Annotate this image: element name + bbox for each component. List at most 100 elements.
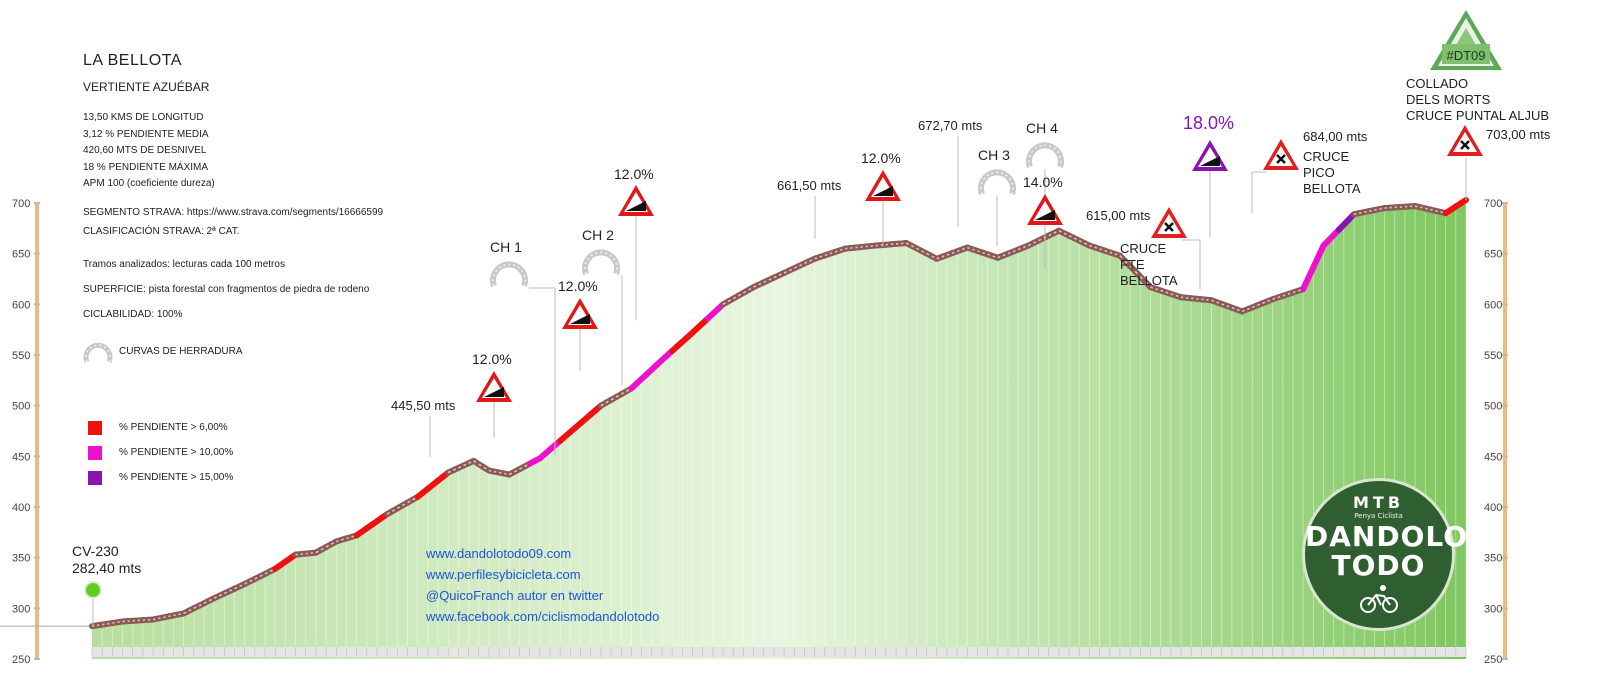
tick-label: 300 bbox=[1484, 603, 1502, 615]
grade-label: 18.0% bbox=[1183, 113, 1234, 133]
grade-warning-icon bbox=[1027, 194, 1063, 225]
annotation-markers bbox=[84, 125, 1483, 599]
tick-label: 700 bbox=[12, 198, 30, 210]
dt09-badge: #DT09 bbox=[1430, 10, 1502, 70]
link-perfiles[interactable]: www.perfilesybicicleta.com bbox=[426, 567, 581, 582]
junction-icon bbox=[1263, 139, 1299, 170]
strava-class: CLASIFICACIÓN STRAVA: 2ª CAT. bbox=[83, 225, 240, 237]
junction-label: BELLOTA bbox=[1303, 181, 1361, 196]
tick-mark bbox=[34, 252, 40, 255]
legend-swatch-pink bbox=[88, 445, 102, 460]
logo-line2: Penya Ciclista bbox=[1354, 512, 1403, 520]
junction-label: CRUCE bbox=[1303, 149, 1350, 164]
tramos-note: Tramos analizados: lecturas cada 100 met… bbox=[83, 258, 285, 270]
summit-label: COLLADO bbox=[1406, 76, 1468, 91]
link-facebook[interactable]: www.facebook.com/ciclismodandolotodo bbox=[426, 609, 660, 624]
tick-mark bbox=[34, 556, 40, 559]
strip-bg bbox=[92, 647, 1466, 657]
slope-icon bbox=[626, 201, 646, 211]
tick-label: 350 bbox=[1484, 553, 1502, 565]
tick-label: 350 bbox=[12, 553, 30, 565]
elevation-label: 661,50 mts bbox=[777, 178, 842, 193]
grade-warning-icon bbox=[1192, 140, 1228, 171]
hairpin-icon bbox=[582, 249, 620, 276]
club-logo: MTB Penya Ciclista DANDOLO TODO bbox=[1302, 478, 1467, 631]
grade-warning-icon bbox=[476, 371, 512, 402]
tick-label: 650 bbox=[12, 249, 30, 261]
hairpin-legend-label: CURVAS DE HERRADURA bbox=[119, 346, 243, 357]
hairpin-label: CH 1 bbox=[490, 239, 522, 255]
legend-item: % PENDIENTE > 15,00% bbox=[88, 465, 233, 490]
distance-strip bbox=[91, 647, 1467, 657]
profile-segment-dash bbox=[473, 460, 480, 465]
stat-avg-grade: 3,12 % PENDIENTE MEDIA bbox=[83, 128, 209, 140]
tick-mark bbox=[34, 303, 40, 306]
tick-label: 450 bbox=[1484, 451, 1502, 463]
grade-label: 12.0% bbox=[614, 166, 654, 182]
legend-label: % PENDIENTE > 10,00% bbox=[119, 447, 234, 458]
junction-icon bbox=[1151, 207, 1187, 238]
tick-label: 400 bbox=[12, 502, 30, 514]
badge-label: #DT09 bbox=[1446, 48, 1485, 63]
tick-label: 400 bbox=[1484, 502, 1502, 514]
elevation-label: 684,00 mts bbox=[1303, 129, 1368, 144]
stat-elevation-gain: 420,60 MTS DE DESNIVEL bbox=[83, 145, 207, 156]
grade-label: 12.0% bbox=[472, 351, 512, 367]
tick-mark bbox=[1502, 455, 1508, 458]
summit-label: DELS MORTS bbox=[1406, 92, 1491, 107]
tick-label: 550 bbox=[12, 350, 30, 362]
tick-label: 500 bbox=[12, 401, 30, 413]
elevation-label: 703,00 mts bbox=[1486, 127, 1551, 142]
start-marker bbox=[84, 581, 102, 599]
grade-label: 12.0% bbox=[558, 278, 598, 294]
tick-mark bbox=[1502, 354, 1508, 356]
junction-inner bbox=[1453, 132, 1477, 152]
hairpin-label: CH 4 bbox=[1026, 120, 1058, 136]
y-axis-right: 250 300 350 400 450 500 550 600 650 700 bbox=[1484, 198, 1508, 666]
grade-label: 14.0% bbox=[1023, 174, 1063, 190]
elevation-label: 672,70 mts bbox=[918, 118, 983, 133]
tick-mark bbox=[34, 404, 40, 407]
slope-icon bbox=[1035, 210, 1055, 220]
cyclist-icon bbox=[1359, 585, 1398, 613]
tick-mark bbox=[34, 506, 40, 508]
start-label: CV-230 bbox=[72, 543, 119, 559]
tick-label: 450 bbox=[12, 451, 30, 463]
links-block: www.dandolotodo09.com www.perfilesybicic… bbox=[426, 543, 659, 627]
link-website[interactable]: www.dandolotodo09.com bbox=[426, 546, 572, 561]
stat-length: 13,50 KMS DE LONGITUD bbox=[83, 112, 204, 123]
tick-label: 550 bbox=[1484, 350, 1502, 362]
surface-note: SUPERFICIE: pista forestal con fragmento… bbox=[83, 283, 370, 295]
legend-item: % PENDIENTE > 10,00% bbox=[88, 440, 233, 465]
grade-warning-icon bbox=[562, 298, 598, 329]
grade-warning-icon bbox=[865, 170, 901, 201]
hairpin-icon bbox=[1026, 142, 1064, 169]
elevation-label: 615,00 mts bbox=[1086, 208, 1151, 223]
tick-label: 250 bbox=[1484, 654, 1502, 666]
tick-mark bbox=[34, 607, 40, 610]
slope-icon bbox=[484, 387, 504, 397]
route-subtitle: VERTIENTE AZUÉBAR bbox=[83, 80, 210, 94]
profile-segment bbox=[1457, 196, 1469, 207]
area-hatching bbox=[101, 203, 1467, 647]
junction-inner bbox=[1269, 146, 1293, 166]
tick-mark bbox=[34, 202, 40, 204]
tick-mark bbox=[1502, 202, 1508, 204]
legend-swatch-red bbox=[88, 420, 102, 435]
tick-mark bbox=[34, 658, 40, 660]
stat-max-grade: 18 % PENDIENTE MÁXIMA bbox=[83, 161, 209, 173]
hairpin-label: CH 3 bbox=[978, 147, 1010, 163]
tick-mark bbox=[1502, 404, 1508, 407]
cross-mark bbox=[1276, 154, 1286, 164]
stat-apm: APM 100 (coeficiente dureza) bbox=[83, 178, 215, 189]
tick-mark bbox=[1502, 556, 1508, 559]
junction-icon bbox=[1447, 125, 1483, 156]
tick-label: 300 bbox=[12, 603, 30, 615]
tick-label: 600 bbox=[12, 299, 30, 311]
link-twitter[interactable]: @QuicoFranch autor en twitter bbox=[426, 588, 604, 603]
tick-mark bbox=[34, 455, 40, 458]
junction-label: CRUCE bbox=[1120, 241, 1167, 256]
hairpin-icon bbox=[978, 169, 1016, 196]
